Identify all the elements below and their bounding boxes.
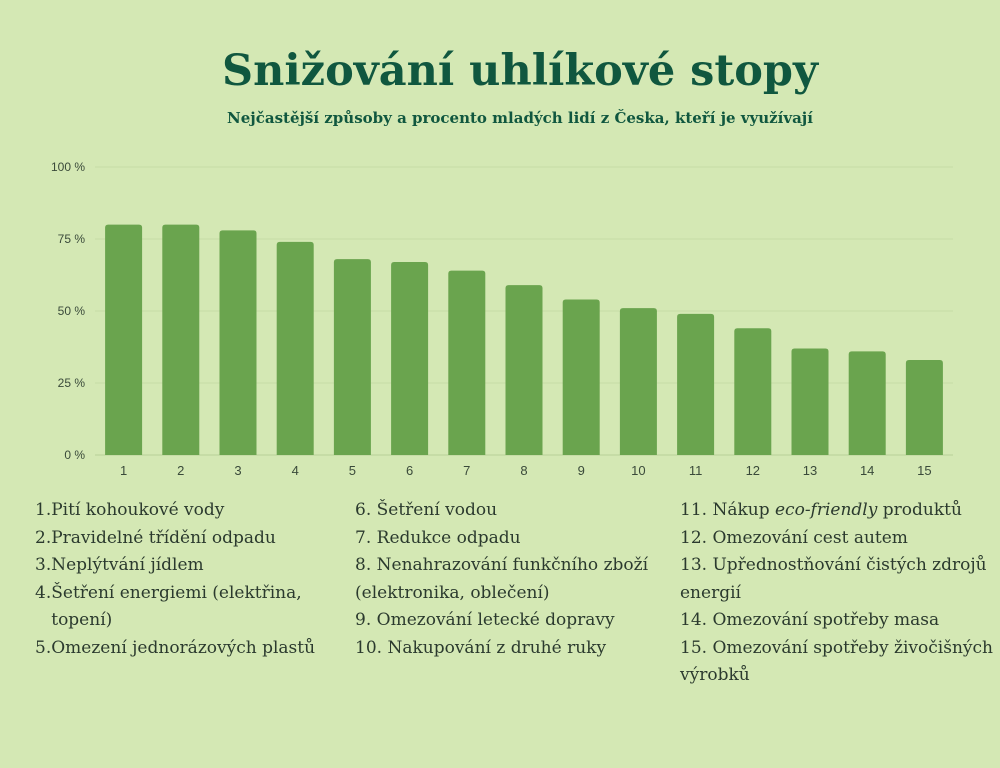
bar [562,299,600,455]
legend-item-number: 9. [355,610,372,630]
legend-item-number: 3. [35,555,52,575]
legend-item: 1. Pití kohoukové vody [35,497,335,525]
x-tick-label: 13 [803,463,817,478]
legend-item: 4. Šetření energiemi (elektřina, topení) [35,580,335,635]
legend-item: 14. Omezování spotřeby masa [680,607,998,635]
bar [905,359,943,455]
bar [677,313,715,455]
legend-item-text: Nenahrazování funkčního zboží (elektroni… [355,555,649,603]
bar [734,328,772,455]
bar-chart: 0 %25 %50 %75 %100 %1 2 3 4 5 6 7 8 9 10 11 12 13 14 1… [51,160,953,478]
legend-item: 7. Redukce odpadu [355,525,675,553]
bar [791,348,829,455]
legend-item-text: Šetření energiemi (elektřina, topení) [51,582,302,631]
x-tick-label: 1 [120,463,127,478]
legend-item: 9. Omezování letecké dopravy [355,607,675,635]
x-tick-label: 8 [520,463,527,478]
legend-item-text-start: Nákup [712,500,775,520]
bar [448,270,486,455]
x-tick-label: 9 [578,463,585,478]
bar [219,230,257,455]
legend-item-text: Upřednostňování čistých zdrojů energií [680,555,987,603]
y-tick-label: 0 % [64,448,85,462]
legend-item-text: Omezování letecké dopravy [376,610,615,630]
legend-item: 10. Nakupování z druhé ruky [355,635,675,663]
legend-item-number: 5. [35,637,52,658]
x-tick-label: 2 [177,463,184,478]
legend-column-2: 6. Šetření vodou 7. Redukce odpadu 8. Ne… [355,497,675,662]
x-tick-label: 15 [917,463,931,478]
y-tick-label: 100 % [51,160,85,174]
legend-item-number: 10. [355,637,383,658]
legend-item: 8. Nenahrazování funkčního zboží (elektr… [355,552,675,607]
legend-item-text: Omezování spotřeby masa [712,610,940,630]
legend-column-3: 11. Nákup eco-friendly produktů 12. Omez… [680,497,998,690]
y-tick-label: 75 % [58,232,86,246]
x-tick-label: 11 [689,463,703,478]
x-tick-label: 7 [463,463,470,478]
x-tick-label: 12 [746,463,760,478]
legend-item-number: 6. [355,500,372,520]
legend-item-number: 12. [680,527,708,548]
legend-item: 6. Šetření vodou [355,497,675,525]
legend-item-number: 11. [680,500,708,520]
legend-item-number: 1. [35,500,52,520]
bar [105,224,143,455]
legend-item: 3. Neplýtvání jídlem [35,552,335,580]
legend-item-number: 13. [680,555,708,575]
legend-item-text: Nakupování z druhé ruky [387,637,607,658]
legend-item: 13. Upřednostňování čistých zdrojů energ… [680,552,998,607]
bar [505,285,543,455]
legend-item-text: Pravidelné třídění odpadu [51,527,276,548]
legend-item-number: 8. [355,555,372,575]
legend-item-text: Omezování spotřeby živočišných výrobků [680,637,993,686]
x-tick-label: 5 [349,463,356,478]
bar [848,351,886,455]
legend-item-number: 15. [680,637,708,658]
legend-item-number: 14. [680,610,708,630]
chart-subtitle: Nejčastější způsoby a procento mladých l… [227,109,813,127]
x-tick-label: 14 [860,463,874,478]
x-tick-label: 4 [292,463,299,478]
legend-column-1: 1. Pití kohoukové vody 2. Pravidelné třídě… [35,497,335,662]
legend-item-text: Omezení jednorázových plastů [51,637,316,658]
bar [391,262,429,455]
bar [276,241,314,455]
bar [619,308,657,455]
legend-item-text-end: produktů [877,500,962,520]
legend-item-text: Šetření vodou [376,500,498,520]
legend-item-text: Pití kohoukové vody [51,500,225,520]
legend-item-number: 2. [35,527,52,548]
legend-item-text: Omezování cest autem [712,527,908,548]
legend-item: 15. Omezování spotřeby živočišných výrob… [680,635,998,690]
legend-item-text: Redukce odpadu [376,527,521,548]
x-tick-label: 3 [234,463,241,478]
x-tick-label: 6 [406,463,413,478]
legend-item: 5. Omezení jednorázových plastů [35,635,335,663]
y-tick-label: 25 % [58,376,86,390]
legend-item-number: 4. [35,582,52,603]
legend-item-text: Neplýtvání jídlem [51,555,204,575]
legend-item-number: 7. [355,527,372,548]
chart-title: Snižování uhlíkové stopy [222,46,818,96]
legend-item-text-emphasis: eco-friendly [775,500,878,520]
y-tick-label: 50 % [58,304,86,318]
bar [333,259,371,455]
legend-item: 11. Nákup eco-friendly produktů [680,497,998,525]
legend-item: 2. Pravidelné třídění odpadu [35,525,335,553]
x-tick-label: 10 [631,463,645,478]
legend-item: 12. Omezování cest autem [680,525,998,553]
bar [162,224,200,455]
